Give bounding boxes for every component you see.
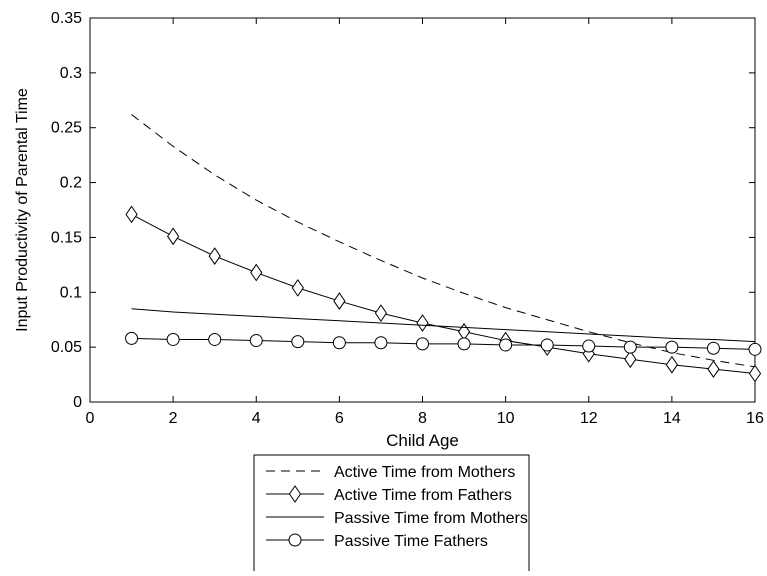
legend-label: Active Time from Fathers — [334, 487, 512, 504]
data-point-diamond — [125, 205, 138, 224]
legend-entry: Passive Time from Mothers — [266, 510, 528, 527]
series-1 — [131, 114, 756, 368]
legend-box — [253, 454, 530, 576]
data-point-circle — [208, 332, 222, 346]
legend-label: Passive Time Fathers — [334, 533, 488, 550]
data-point-diamond — [291, 279, 304, 297]
plot-series — [125, 114, 762, 383]
legend-marker-diamond — [288, 485, 302, 503]
data-point-circle — [665, 340, 679, 354]
data-point-diamond — [374, 304, 388, 323]
data-point-circle — [457, 337, 471, 351]
x-axis-label: Child Age — [386, 431, 459, 450]
series-2 — [125, 205, 762, 383]
x-tick-label: 2 — [169, 410, 178, 427]
data-point-diamond — [624, 350, 637, 369]
x-tick-label: 12 — [580, 410, 598, 427]
y-tick-label: 0.35 — [51, 10, 82, 27]
data-point-diamond — [333, 292, 346, 310]
data-point-diamond — [748, 364, 762, 383]
y-tick-label: 0 — [73, 394, 82, 411]
legend-marker-circle — [288, 533, 302, 547]
x-tick-label: 10 — [497, 410, 515, 427]
x-tick-label: 0 — [86, 410, 95, 427]
data-point-circle — [623, 340, 637, 354]
y-axis-label: Input Productivity of Parental Time — [14, 88, 31, 332]
data-point-circle — [374, 336, 388, 350]
series-3 — [131, 308, 756, 343]
y-tick-label: 0.2 — [60, 175, 82, 192]
data-point-circle — [332, 336, 346, 350]
axis-ticks: 0 2 4 6 8 10 12 14 16 0 0.05 0.1 0.15 0.2 0.25 0.3 0.35 — [51, 10, 764, 427]
y-tick-label: 0.05 — [51, 339, 82, 356]
x-tick-label: 4 — [252, 410, 261, 427]
data-point-circle — [249, 334, 263, 348]
data-point-diamond — [665, 355, 678, 374]
data-point-circle — [582, 339, 596, 353]
data-point-circle — [499, 338, 513, 352]
series-line — [131, 337, 756, 350]
y-tick-label: 0.25 — [51, 120, 82, 137]
legend-entry: Passive Time Fathers — [266, 533, 488, 550]
data-point-diamond — [208, 247, 221, 265]
data-point-diamond — [416, 314, 429, 332]
data-point-circle — [416, 337, 429, 351]
series-line — [131, 308, 756, 343]
series-line — [131, 114, 756, 368]
legend-label: Active Time from Mothers — [334, 464, 515, 481]
data-point-diamond — [707, 360, 720, 378]
data-point-circle — [291, 335, 305, 349]
series-4 — [125, 331, 762, 356]
y-tick-label: 0.3 — [60, 65, 82, 82]
legend: Active Time from Mothers Active Time from… — [253, 454, 530, 576]
legend-entry: Active Time from Fathers — [266, 485, 512, 504]
y-tick-label: 0.15 — [51, 229, 82, 246]
data-point-diamond — [167, 227, 180, 246]
x-tick-label: 14 — [663, 410, 681, 427]
data-point-diamond — [250, 263, 263, 282]
data-point-circle — [706, 341, 720, 355]
y-tick-label: 0.1 — [60, 284, 82, 301]
x-tick-label: 8 — [418, 410, 427, 427]
data-point-circle — [125, 331, 139, 345]
x-tick-label: 6 — [335, 410, 344, 427]
x-tick-label: 16 — [746, 410, 764, 427]
data-point-circle — [166, 332, 180, 346]
data-point-circle — [748, 342, 762, 356]
legend-label: Passive Time from Mothers — [334, 510, 528, 527]
series-line — [131, 213, 756, 374]
data-point-circle — [540, 338, 554, 352]
legend-entry: Active Time from Mothers — [266, 464, 515, 481]
